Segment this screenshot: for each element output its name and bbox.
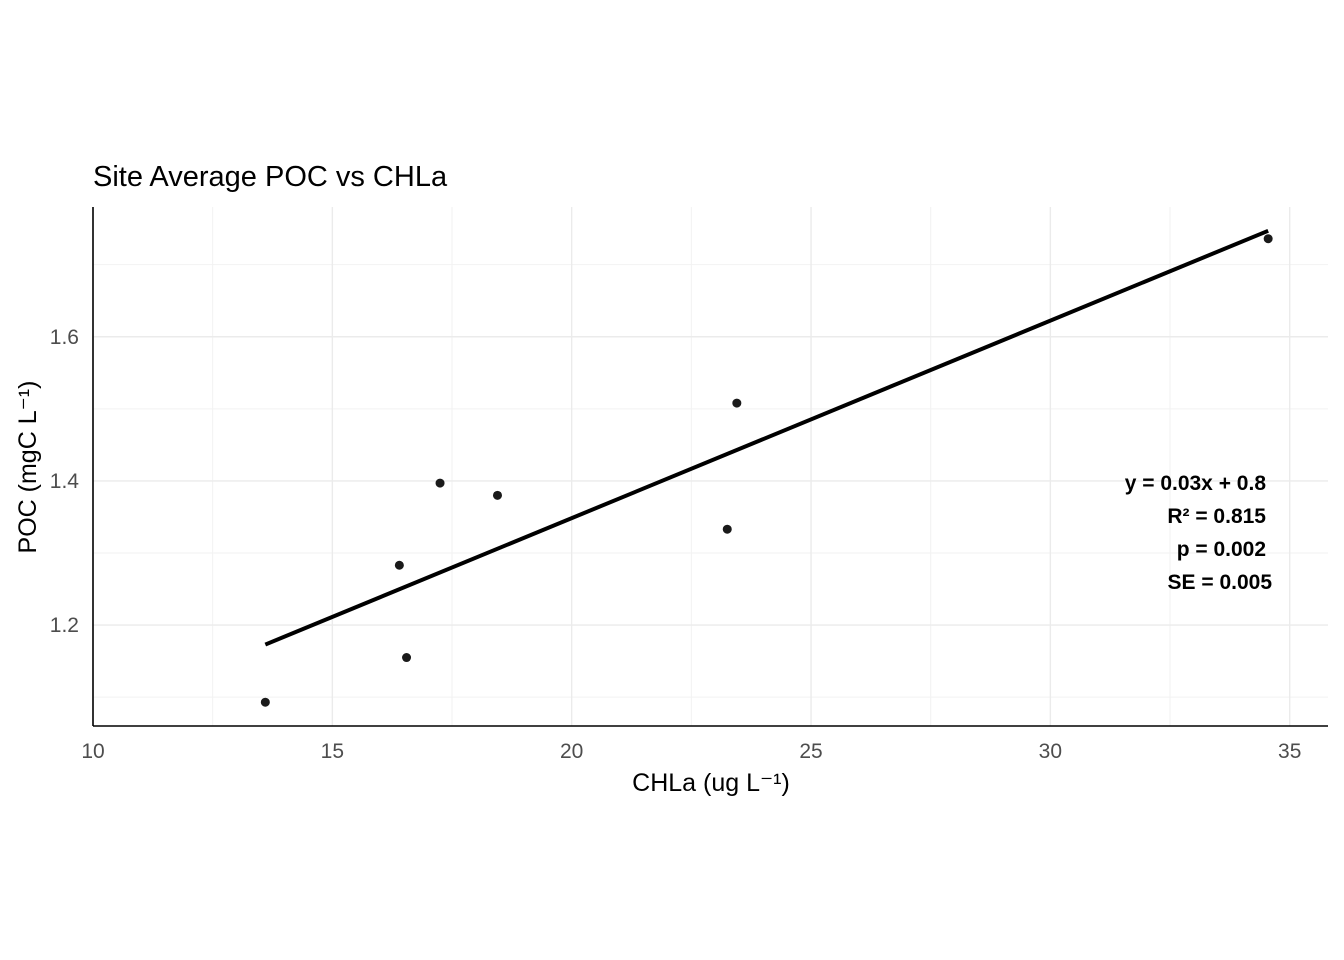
data-point [435,478,445,488]
x-tick-label: 25 [799,740,822,763]
data-point [394,560,404,570]
data-point [732,398,742,408]
data-point [260,697,270,707]
y-axis-title: POC (mgC L⁻¹) [14,381,42,554]
y-tick-label: 1.6 [50,326,79,349]
fit-line-layer [264,228,1269,647]
axes [92,207,1328,727]
y-tick-label: 1.4 [50,470,80,493]
x-tick-label: 20 [560,740,583,763]
x-tick-label: 10 [81,740,104,763]
annotation-p-value: p = 0.002 [1177,538,1266,561]
y-tick-label: 1.2 [50,614,79,637]
x-tick-label: 30 [1039,740,1062,763]
x-tick-label: 35 [1278,740,1301,763]
x-tick-label: 15 [321,740,344,763]
data-point [722,524,732,534]
annotation-standard-error: SE = 0.005 [1168,571,1273,594]
x-axis-title: CHLa (ug L⁻¹) [632,769,790,797]
data-point [402,653,412,663]
annotation-equation: y = 0.03x + 0.8 [1125,472,1267,495]
annotation-r-squared: R² = 0.815 [1167,505,1266,528]
regression-line [264,228,1269,647]
data-point [1263,234,1273,244]
tick-labels: 10 15 20 25 30 35 1.2 1.4 1.6 [50,326,1302,763]
chart-title: Site Average POC vs CHLa [93,161,448,193]
regression-annotation: y = 0.03x + 0.8 R² = 0.815 p = 0.002 SE … [1125,472,1273,594]
data-point [492,490,502,500]
data-points [260,234,1273,707]
